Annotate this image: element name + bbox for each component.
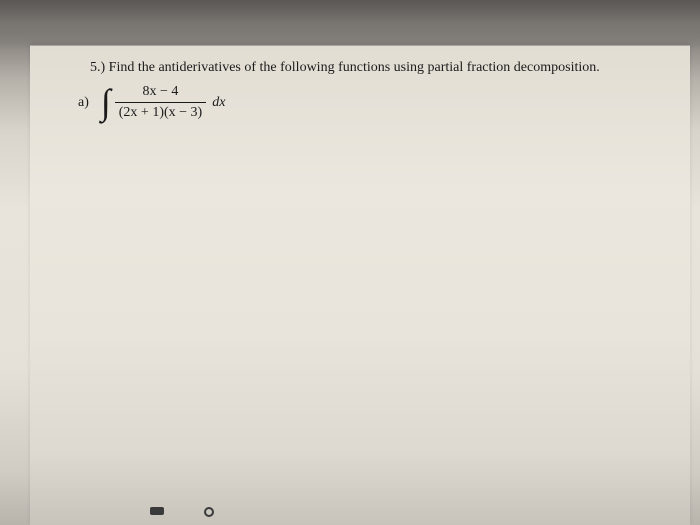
question-text: Find the antiderivatives of the followin…	[109, 60, 600, 75]
desk-shadow	[0, 0, 700, 50]
integral-expression: a) ∫ 8x − 4 (2x + 1)(x − 3) dx	[70, 84, 660, 121]
differential: dx	[212, 95, 225, 111]
binder-mark	[150, 507, 164, 515]
bottom-edge-marks	[150, 507, 214, 517]
numerator: 8x − 4	[139, 84, 183, 102]
worksheet-page: 5.) Find the antiderivatives of the foll…	[30, 45, 690, 525]
fraction: 8x − 4 (2x + 1)(x − 3)	[115, 84, 206, 121]
integral-sign: ∫	[101, 88, 111, 117]
denominator: (2x + 1)(x − 3)	[115, 102, 206, 121]
page-content: 5.) Find the antiderivatives of the foll…	[30, 46, 690, 121]
question-prompt: 5.) Find the antiderivatives of the foll…	[90, 60, 660, 76]
question-number: 5.)	[90, 60, 105, 75]
part-label: a)	[78, 95, 89, 111]
binder-hole	[204, 507, 214, 517]
